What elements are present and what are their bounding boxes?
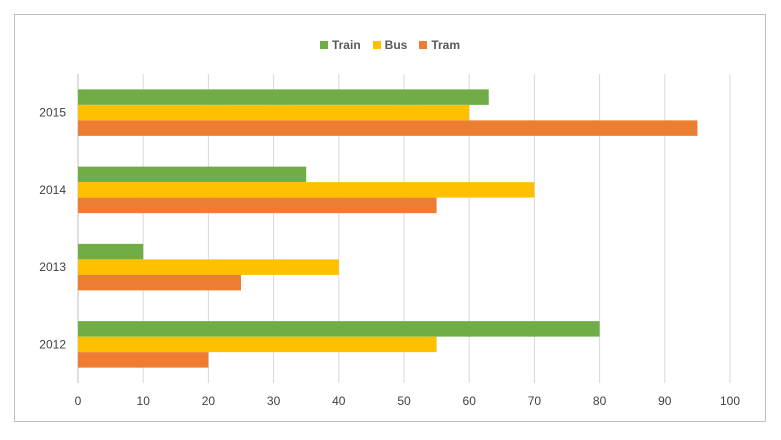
legend-item-train: Train: [319, 38, 361, 52]
bars: [78, 89, 698, 368]
legend-item-tram: Tram: [419, 38, 460, 52]
x-tick-label: 40: [332, 394, 346, 408]
x-tick-label: 10: [137, 394, 151, 408]
legend-label-tram: Tram: [431, 38, 461, 52]
legend-label-bus: Bus: [384, 38, 408, 52]
legend-label-train: Train: [331, 38, 361, 52]
bar-bus-2012: [78, 336, 437, 353]
bar-tram-2014: [78, 197, 437, 214]
bar-tram-2012: [78, 352, 209, 368]
legend: Train Bus Tram: [14, 36, 766, 54]
y-tick-label: 2015: [39, 106, 66, 120]
bar-tram-2015: [78, 120, 698, 136]
y-tick-label: 2014: [39, 183, 66, 197]
bar-bus-2014: [78, 182, 535, 198]
y-tick-label: 2012: [39, 337, 66, 351]
bar-train-2013: [78, 243, 144, 260]
x-tick-label: 60: [463, 394, 477, 408]
x-tick-label: 90: [658, 394, 672, 408]
x-tick-label: 70: [528, 394, 542, 408]
bar-train-2012: [78, 321, 600, 337]
x-tick-label: 100: [720, 394, 740, 408]
x-tick-label: 0: [75, 394, 82, 408]
x-tick-label: 50: [397, 394, 411, 408]
legend-swatch-tram: [419, 41, 428, 49]
legend-swatch-bus: [372, 41, 381, 49]
bar-bus-2013: [78, 259, 339, 275]
bar-train-2014: [78, 166, 307, 183]
tick-labels: 0 10 20 30 40 50 60 70 80 90 100 2012 2013 2014 2015: [39, 106, 740, 408]
x-tick-label: 30: [267, 394, 281, 408]
legend-item-bus: Bus: [372, 38, 408, 52]
legend-swatch-train: [319, 41, 328, 49]
x-tick-label: 20: [202, 394, 216, 408]
bar-tram-2013: [78, 274, 241, 291]
x-tick-label: 80: [593, 394, 607, 408]
y-tick-label: 2013: [39, 260, 66, 274]
bar-train-2015: [78, 89, 489, 105]
bar-bus-2015: [78, 104, 470, 121]
